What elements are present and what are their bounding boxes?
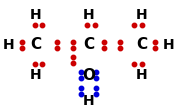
Text: H: H xyxy=(30,68,41,82)
Text: H: H xyxy=(30,8,41,22)
Text: H: H xyxy=(3,38,15,52)
Text: O: O xyxy=(82,68,95,83)
Text: H: H xyxy=(83,8,94,22)
Text: C: C xyxy=(136,37,147,52)
Text: H: H xyxy=(136,68,147,82)
Text: H: H xyxy=(162,38,174,52)
Text: H: H xyxy=(136,8,147,22)
Text: C: C xyxy=(83,37,94,52)
Text: H: H xyxy=(83,94,94,108)
Text: C: C xyxy=(30,37,41,52)
